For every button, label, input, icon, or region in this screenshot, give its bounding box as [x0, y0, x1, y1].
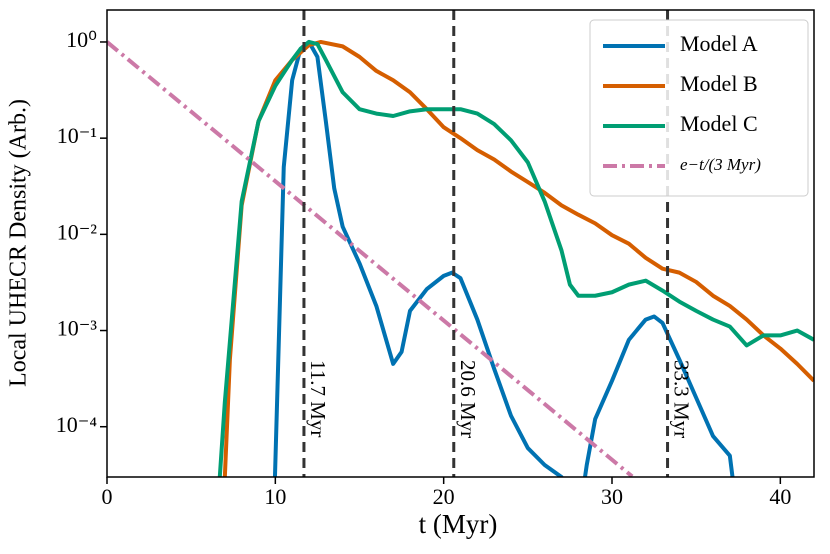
x-tick-label: 30: [601, 484, 623, 509]
x-tick-label: 10: [264, 484, 286, 509]
series-line: [222, 39, 814, 477]
legend-label: Model A: [680, 31, 758, 56]
legend-box: [589, 19, 809, 197]
x-axis-label: t (Myr): [419, 509, 498, 539]
y-tick-label: 10⁻⁴: [56, 412, 98, 437]
series-line: [107, 40, 634, 477]
x-tick-label: 20: [433, 484, 455, 509]
plot-frame: [106, 9, 815, 478]
y-tick-label: 10⁻³: [57, 316, 98, 341]
marker-label: 33.3 Myr: [670, 360, 694, 438]
marker-label: 20.6 Myr: [456, 360, 480, 438]
y-axis-label: Local UHECR Density (Arb.): [6, 99, 32, 387]
y-tick-label: 10⁻²: [57, 219, 98, 244]
x-tick-label: 40: [769, 484, 791, 509]
legend-label: Model B: [680, 71, 758, 96]
series-line: [272, 39, 735, 477]
legend: Model A Model B Model C e−t/(3 Myr): [589, 19, 809, 197]
legend-label: Model C: [680, 111, 758, 136]
y-tick-label: 10⁻¹: [57, 123, 97, 148]
y-tick-label: 10⁰: [66, 27, 97, 52]
marker-label: 11.7 Myr: [306, 360, 330, 437]
x-tick-label: 0: [102, 484, 113, 509]
legend-label: e−t/(3 Myr): [680, 155, 761, 174]
